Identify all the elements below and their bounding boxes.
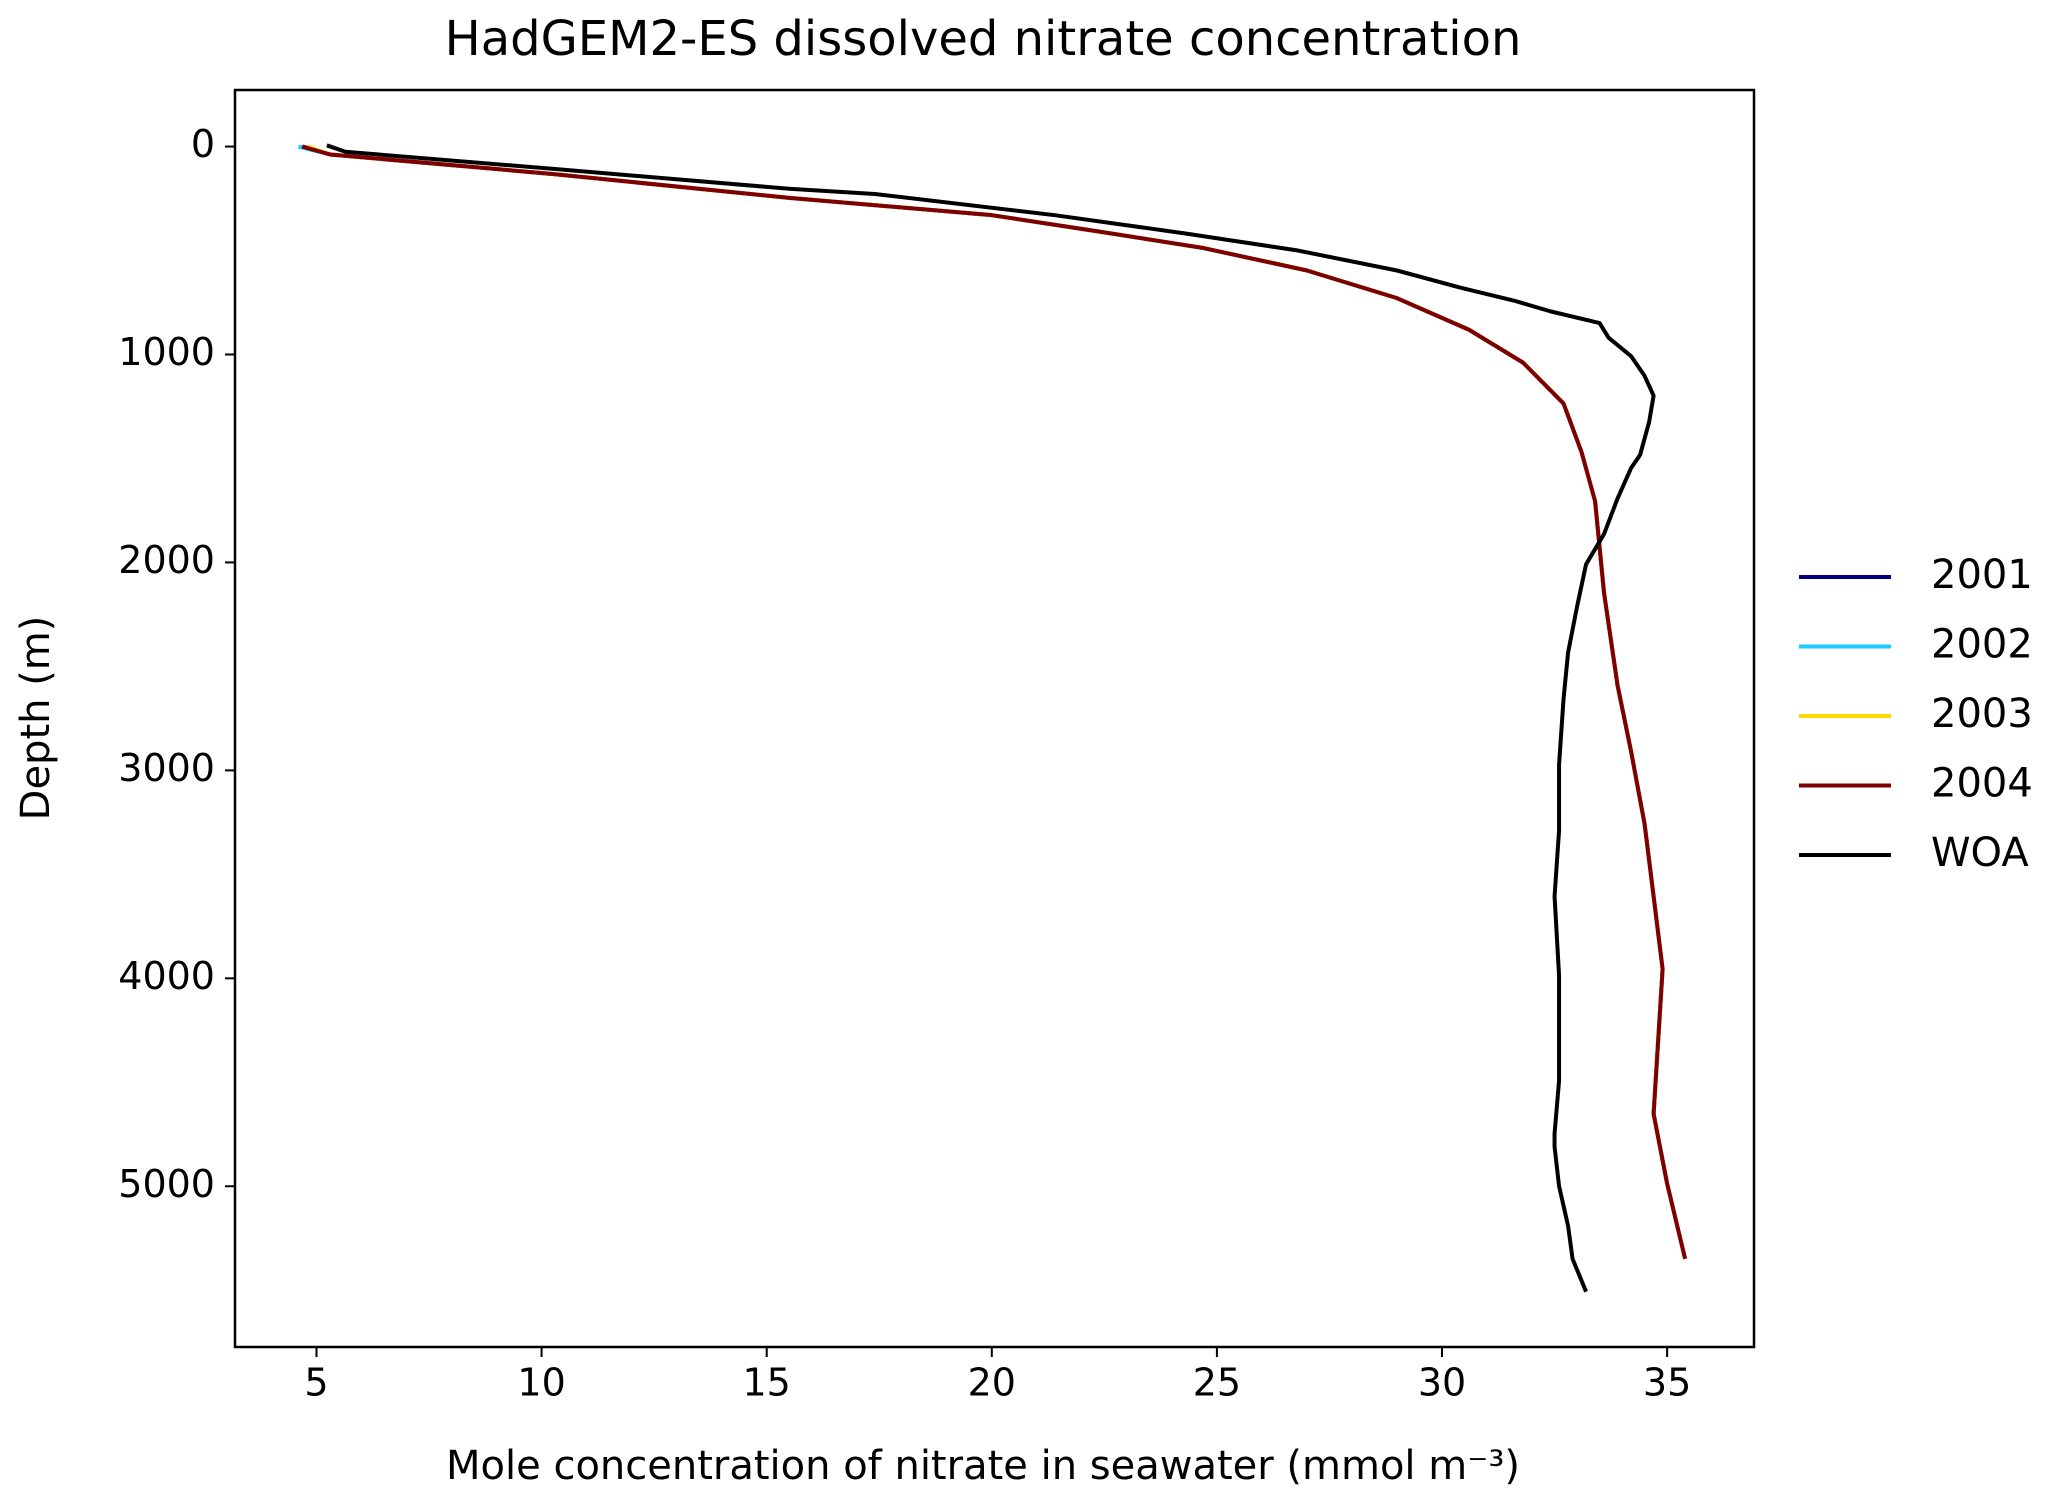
- legend-label: 2004: [1931, 761, 2033, 807]
- y-tick-label: 0: [191, 122, 215, 166]
- x-tick-label: 5: [304, 1361, 328, 1405]
- profile-line: [301, 144, 1688, 1260]
- x-tick-label: 15: [743, 1361, 791, 1405]
- legend-label: 2001: [1931, 552, 2033, 598]
- y-tick-label: 4000: [118, 954, 215, 998]
- x-tick-label: 10: [517, 1361, 565, 1405]
- x-tick-label: 30: [1418, 1361, 1466, 1405]
- y-tick-label: 1000: [118, 330, 215, 374]
- y-tick-label: 2000: [118, 538, 215, 582]
- legend-label: WOA: [1931, 830, 2029, 876]
- profile-line: [326, 143, 1656, 1293]
- x-tick-label: 25: [1193, 1361, 1241, 1405]
- y-axis-label: Depth (m): [13, 616, 59, 821]
- y-tick-label: 5000: [118, 1162, 215, 1206]
- legend-label: 2003: [1931, 691, 2033, 737]
- x-tick-label: 20: [968, 1361, 1016, 1405]
- chart-title: HadGEM2-ES dissolved nitrate concentrati…: [445, 11, 1522, 67]
- legend-label: 2002: [1931, 622, 2033, 668]
- plot-frame: [233, 88, 1756, 1349]
- x-tick-label: 35: [1643, 1361, 1691, 1405]
- x-axis-label: Mole concentration of nitrate in seawate…: [446, 1443, 1520, 1489]
- y-tick-label: 3000: [118, 746, 215, 790]
